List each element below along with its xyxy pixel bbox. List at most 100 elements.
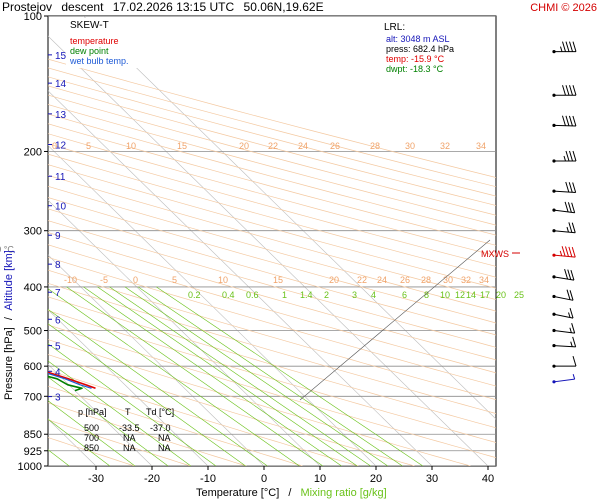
theta-label: 24: [298, 141, 308, 151]
lrl-box: [382, 18, 466, 76]
x-tick-label: 40: [482, 473, 494, 485]
isotherm-line: [48, 90, 433, 466]
theta-label: 20: [329, 275, 339, 285]
wind-barb: [552, 41, 577, 54]
altitude-tick-label: 6: [55, 315, 61, 326]
wind-barb-flag: [560, 46, 563, 52]
table-cell: NA: [123, 433, 136, 443]
dry-adiabat-line: [48, 269, 496, 401]
x-tick-label: 0: [261, 473, 267, 485]
y-tick-label: 300: [24, 226, 42, 238]
dry-adiabat-line: [48, 324, 496, 458]
table-header-p: p [hPa]: [78, 407, 107, 417]
wind-barb: [552, 356, 577, 368]
wind-barb-station: [552, 328, 556, 333]
wind-barb-station: [552, 189, 556, 193]
wind-barb-flag: [572, 182, 577, 193]
wind-barb-flag: [566, 226, 569, 233]
mixing-ratio-line: [48, 376, 169, 466]
dry-adiabat-line: [48, 76, 496, 197]
altitude-tick-label: 11: [55, 172, 66, 183]
altitude-tick-label: 7: [55, 288, 61, 299]
wind-barb-flag: [572, 115, 577, 127]
y-axis-separator: /: [3, 316, 15, 320]
dry-adiabat-line: [48, 256, 496, 387]
dry-adiabat-line: [48, 419, 191, 466]
wind-barb-flag: [567, 269, 572, 280]
wind-barb-flag: [564, 268, 569, 280]
dry-adiabat-line: [48, 354, 415, 466]
theta-label: 0: [52, 141, 57, 151]
mixing-ratio-label: 17: [480, 290, 490, 300]
table-cell: 700: [84, 433, 99, 443]
dry-adiabat-line: [48, 175, 496, 300]
wind-barb: [552, 201, 576, 214]
wind-barb-flag: [572, 150, 577, 162]
dry-adiabat-line: [48, 113, 496, 236]
theta-label: 30: [405, 141, 415, 151]
wind-barb-flag: [565, 181, 570, 193]
isotherm-line: [83, 16, 496, 420]
y-axis-title: Pressure [hPa] / Altitude [km]: [3, 250, 15, 400]
x-tick-label: 10: [314, 473, 326, 485]
wind-barb: [552, 268, 575, 281]
isotherm-line: [48, 254, 265, 466]
wind-barb: [552, 85, 577, 97]
y-tick-label: 600: [24, 361, 42, 373]
legend: SKEW-T temperature dew point wet bulb te…: [66, 18, 140, 68]
lrl-info: LRL: alt: 3048 m ASL press: 682.4 hPa te…: [382, 18, 466, 76]
legend-dew-point: dew point: [70, 46, 109, 56]
wind-barb-flag: [562, 41, 566, 52]
title-mode: descent: [61, 0, 104, 14]
x-tick-label: -10: [200, 473, 216, 485]
wind-barb-flag: [561, 115, 566, 126]
dry-adiabat-line: [48, 85, 496, 206]
altitude-tick-label: 9: [55, 231, 61, 242]
table-cell: NA: [123, 443, 136, 453]
altitude-tick-label: 15: [55, 51, 67, 62]
wind-barb-shaft: [553, 378, 575, 383]
theta-label: 5: [172, 275, 177, 285]
mixing-ratio-label: 6: [402, 290, 407, 300]
theta-label: 32: [461, 275, 471, 285]
wind-barb-flag: [564, 201, 569, 213]
dry-adiabat-line: [48, 143, 496, 267]
wind-barb-station: [552, 208, 556, 212]
mixing-ratio-line: [48, 418, 111, 466]
wind-barb-flag: [569, 307, 574, 319]
theta-label: 28: [421, 275, 431, 285]
wind-barb: [552, 374, 576, 384]
mixing-ratio-label: 0.6: [246, 290, 259, 300]
table-header-td: Td [°C]: [146, 407, 174, 417]
wind-barb-flag: [569, 327, 572, 333]
isotherm-label: -10 °C: [0, 244, 14, 254]
table-header-t: T: [125, 407, 131, 417]
table-cell: -37.0: [150, 423, 171, 433]
dry-adiabat-line: [48, 369, 359, 466]
x-axis-title: Temperature [°C] / Mixing ratio [g/kg]: [196, 487, 387, 499]
dry-adiabat-line: [48, 282, 496, 414]
lrl-title: LRL:: [384, 22, 405, 33]
wind-barb-station: [552, 275, 556, 279]
altitude-tick-label: 14: [55, 79, 67, 90]
theta-label: -5: [100, 275, 108, 285]
wind-barb-station: [552, 343, 556, 348]
wind-barb-flag: [569, 85, 573, 96]
x-tick-label: 30: [426, 473, 438, 485]
table-cell: 500: [84, 423, 99, 433]
wind-barb: [552, 115, 577, 127]
theta-label: 34: [479, 275, 489, 285]
x-tick-label: -30: [88, 473, 104, 485]
altitude-tick-label: 13: [55, 110, 67, 121]
theta-label: 26: [330, 141, 340, 151]
y-tick-label: 200: [24, 146, 42, 158]
y-tick-label: 850: [24, 429, 42, 441]
y-tick-label: 925: [24, 446, 42, 458]
wind-barb-flag: [572, 41, 577, 52]
wind-barb-flag: [565, 246, 569, 257]
mixing-ratio-line: [48, 400, 136, 466]
wind-barb-flag: [567, 202, 572, 213]
wind-barb-flag: [568, 115, 573, 127]
mixing-ratio-label: 3: [352, 290, 357, 300]
